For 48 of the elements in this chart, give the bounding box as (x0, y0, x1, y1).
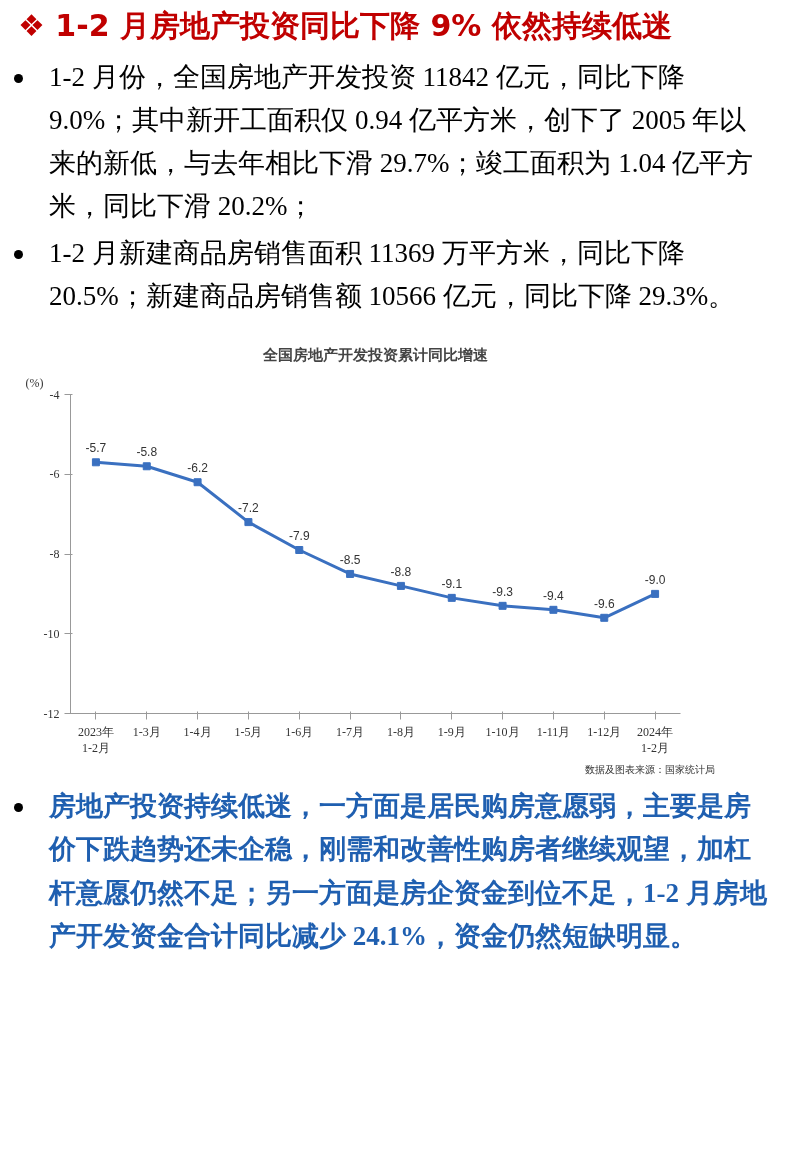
text: -5.8 (136, 445, 158, 460)
text: -7.9 (288, 528, 310, 543)
text: -6.2 (187, 461, 208, 476)
x-tick-label: 1-10月 (485, 724, 520, 739)
point (447, 593, 456, 602)
text: -9.0 (644, 572, 666, 587)
y-tick-label: -8 (49, 546, 60, 561)
point (498, 601, 507, 610)
point (346, 569, 355, 578)
text: -9.6 (593, 596, 615, 611)
x-tick-label: 1-9月 (437, 724, 466, 739)
y-tick-label: -12 (43, 706, 60, 721)
point (396, 581, 405, 590)
point (91, 458, 100, 467)
point (142, 462, 151, 471)
x-tick-label: 1-4月 (183, 724, 212, 739)
point (193, 478, 202, 487)
x-tick-label: 1-3月 (132, 724, 161, 739)
text: 1-2 月新建商品房销售面积 11369 万平方米，同比下降 20.5%；新建商品房销售额 10566 亿元，同比下降 29.3%。 (49, 236, 737, 313)
y-tick-label: -6 (49, 467, 60, 482)
text: -9.3 (492, 584, 513, 599)
text: 数据及图表来源：国家统计局 (585, 762, 715, 777)
x-tick-label: 2023年 1-2月 (77, 724, 114, 756)
chart-title: 全国房地产开发投资累计同比增速 (262, 345, 489, 364)
x-tick-label: 1-8月 (386, 724, 415, 739)
x-tick-label: 1-6月 (285, 724, 314, 739)
x-tick-label: 1-7月 (336, 724, 365, 739)
text: ❖ 1-2 月房地产投资同比下降 9% 依然持续低迷 (18, 7, 672, 45)
text: 1-2 月份，全国房地产开发投资 11842 亿元，同比下降 9.0%；其中新开工面积仅 0.94 亿平方米，创下了 2005 年以来的新低，与去年相比下滑 29.7%；竣工面积为 1.04 亿平方米，同比下滑 20.2%； (49, 60, 755, 224)
text: -9.4 (543, 588, 564, 603)
point (651, 589, 660, 598)
x-tick-label: 1-12月 (587, 724, 622, 739)
text: -5.7 (85, 441, 107, 456)
text: 房地产投资持续低迷，一方面是居民购房意愿弱，主要是房价下跌趋势还未企稳，刚需和改善性购房者继续观望，加杠杆意愿仍然不足；另一方面是房企资金到位不足，1-2 月房地产开发资金合计同比减少 24.1%，资金仍然短缺明显。 (49, 790, 768, 953)
y-tick-label: -10 (43, 626, 60, 641)
point (600, 613, 609, 622)
x-tick-label: 2024年 1-2月 (637, 724, 674, 756)
point (295, 545, 304, 554)
text: -8.5 (339, 552, 361, 567)
x-tick-label: 1-5月 (234, 724, 263, 739)
text: -8.8 (390, 564, 412, 579)
x-tick-label: 1-11月 (536, 724, 571, 739)
text: -7.2 (238, 501, 259, 516)
text: -9.1 (441, 576, 463, 591)
point (549, 605, 558, 614)
point (244, 518, 253, 527)
y-tick-label: -4 (49, 387, 60, 402)
y-axis-title: (%) (25, 375, 44, 390)
